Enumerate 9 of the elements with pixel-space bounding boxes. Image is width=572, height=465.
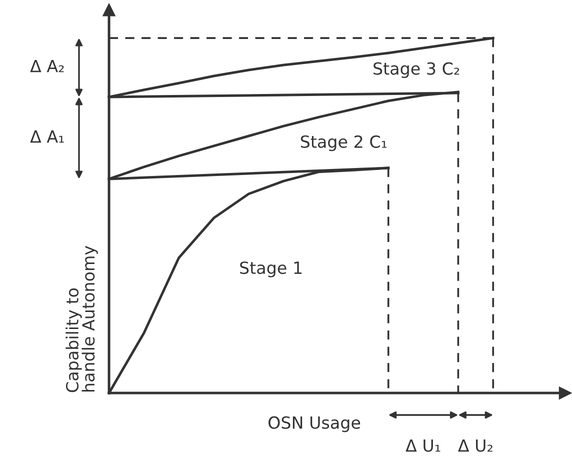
annotation: Stage 2 C₁ [300, 135, 387, 152]
y-axis-title: Capability to handle Autonomy [66, 246, 98, 392]
text: Δ U₁ [406, 439, 440, 452]
text: Δ A₁ [30, 130, 64, 143]
annotation: Stage 1 [240, 261, 302, 278]
annotation: Stage 3 C₂ [374, 62, 460, 78]
text: Δ U₂ [458, 439, 492, 452]
text: Δ A₂ [30, 60, 64, 72]
x-axis-title: OSN Usage [268, 416, 360, 432]
